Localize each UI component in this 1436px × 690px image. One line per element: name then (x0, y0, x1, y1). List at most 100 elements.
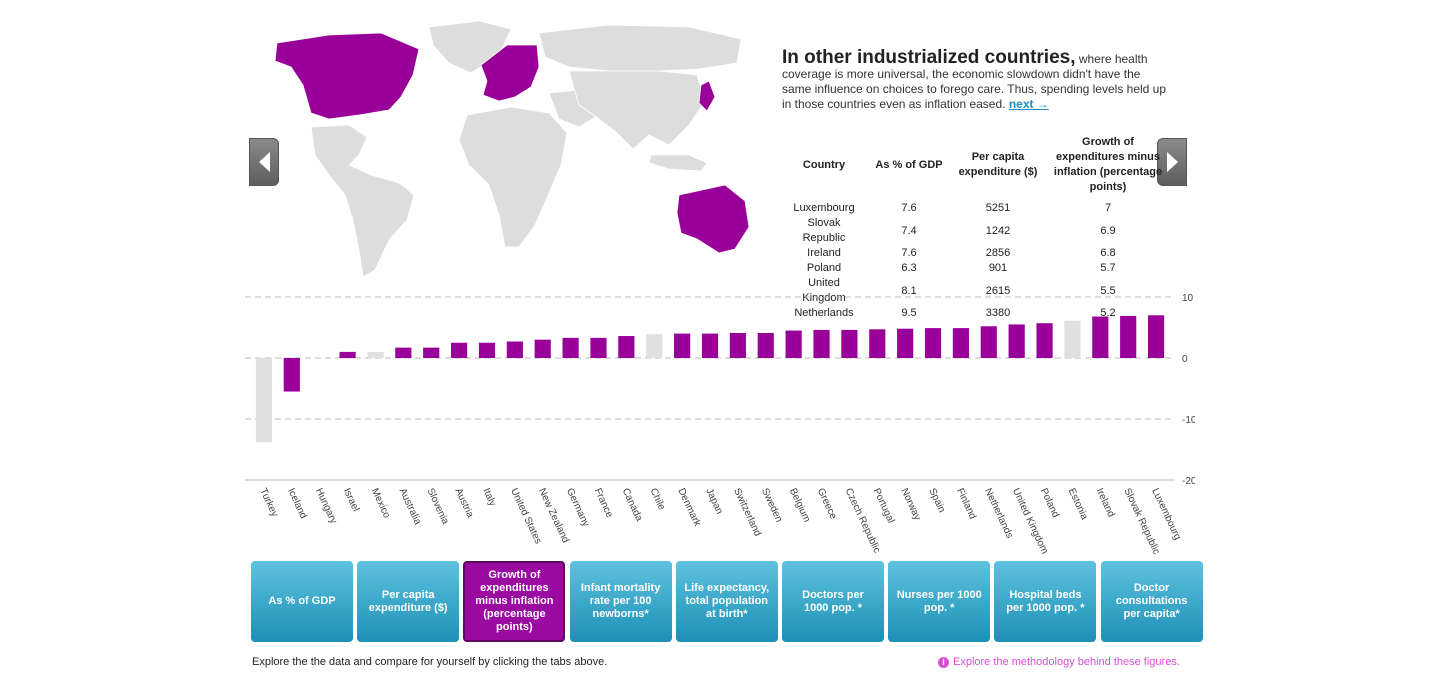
table-cell: 5251 (985, 202, 1011, 214)
bar[interactable] (785, 330, 802, 358)
table-cell: United Kingdom (802, 277, 846, 304)
map-indonesia (648, 154, 708, 172)
x-tick-label: Denmark (675, 487, 703, 529)
bar[interactable] (1120, 315, 1137, 358)
bar[interactable] (478, 342, 496, 358)
prev-arrow-button[interactable] (249, 138, 279, 186)
footer-hint: Explore the the data and compare for you… (252, 656, 608, 668)
bar[interactable] (562, 337, 579, 358)
world-map (274, 20, 750, 278)
bar[interactable] (924, 328, 942, 358)
x-tick-label: Greece (815, 487, 839, 522)
table-cell: 7 (1104, 202, 1112, 214)
bar[interactable] (701, 333, 719, 358)
bar[interactable] (813, 329, 830, 358)
table-row: Ireland 7.6 2856 6.8 (780, 246, 1170, 261)
x-tick-label: Iceland (285, 487, 309, 521)
intro-body: where health coverage is more universal,… (782, 52, 1167, 111)
table-row: Slovak Republic 7.4 1242 6.9 (780, 216, 1170, 246)
bar[interactable] (255, 358, 273, 443)
table-cell: 1242 (985, 224, 1011, 237)
bar-chart: 10 0 -10 -20 Turkey Iceland Hungary Israel Mexic… (245, 293, 1195, 556)
x-tick-label: Chile (648, 487, 668, 513)
bar[interactable] (1147, 315, 1165, 358)
bar[interactable] (451, 342, 468, 358)
bar[interactable] (1064, 320, 1081, 358)
table-cell: Netherlands (794, 307, 854, 319)
table-header: Growth of expenditures minus inflation (… (1053, 136, 1163, 193)
tab-4[interactable]: Infant mortality rate per 100 newborns* (569, 561, 672, 642)
bar[interactable] (367, 351, 384, 358)
next-link[interactable]: next → (1008, 97, 1049, 111)
bar[interactable] (841, 329, 858, 358)
map-australia (676, 184, 750, 254)
x-tick-label: Portugal (871, 487, 897, 525)
intro-text: In other industrialized countries, where… (782, 48, 1172, 112)
next-arrow-button[interactable] (1157, 138, 1187, 186)
map-latin-america (310, 124, 415, 278)
x-tick-label: Poland (1038, 487, 1061, 520)
tab-2[interactable]: Per capita expenditure ($) (357, 561, 460, 642)
methodology-link[interactable]: i Explore the methodology behind these fi… (938, 656, 1180, 668)
bar[interactable] (283, 358, 300, 392)
bar[interactable] (646, 334, 663, 358)
x-tick-label: Netherlands (982, 487, 1015, 541)
map-africa (458, 106, 568, 248)
table-header-row: Country As % of GDP Per capita expenditu… (780, 135, 1170, 201)
bar[interactable] (1092, 316, 1109, 358)
bar[interactable] (897, 328, 914, 358)
x-tick-label: Finland (954, 487, 978, 521)
bar[interactable] (1008, 324, 1025, 358)
bar[interactable] (339, 351, 356, 358)
table-row: Luxembourg 7.6 5251 7 (780, 201, 1170, 216)
table-cell: 3380 (985, 307, 1011, 319)
bar[interactable] (952, 328, 969, 358)
x-tick-label: Austria (452, 487, 475, 520)
table-cell: 6.9 (1100, 224, 1116, 237)
top-countries-table: Country As % of GDP Per capita expenditu… (780, 135, 1170, 321)
table-cell: 7.4 (901, 224, 917, 237)
bar[interactable] (395, 347, 412, 358)
table-cell: 5.2 (1100, 307, 1116, 319)
x-tick-label: Slovenia (424, 487, 450, 527)
map-north-america (274, 32, 420, 120)
bar[interactable] (423, 347, 440, 358)
bar[interactable] (729, 332, 746, 358)
x-tick-label: Ireland (1094, 487, 1117, 519)
tab-9[interactable]: Doctor consultations per capita* (1100, 561, 1203, 642)
bar[interactable] (534, 339, 551, 358)
tab-1[interactable]: As % of GDP (251, 561, 353, 642)
y-tick-label: -20 (1182, 476, 1195, 487)
tab-8[interactable]: Hospital beds per 1000 pop. * (994, 561, 1097, 642)
bar[interactable] (618, 336, 635, 358)
bar[interactable] (506, 341, 523, 358)
tab-7[interactable]: Nurses per 1000 pop. * (888, 561, 991, 642)
x-tick-label: Estonia (1066, 487, 1090, 522)
bar[interactable] (1036, 323, 1053, 358)
x-tick-label: Luxembourg (1149, 487, 1182, 542)
x-tick-label: Hungary (313, 487, 339, 526)
table-cell: 901 (988, 262, 1008, 274)
x-tick-label: Belgium (787, 487, 812, 524)
table-cell: 7.6 (901, 247, 917, 259)
table-cell: 5.5 (1100, 284, 1116, 297)
map-europe (480, 44, 540, 102)
table-cell: Slovak Republic (802, 217, 846, 244)
table-cell: Ireland (807, 247, 841, 259)
x-tick-label: Turkey (257, 487, 280, 519)
bar[interactable] (674, 333, 691, 358)
bar[interactable] (869, 329, 886, 358)
table-row: Netherlands 9.5 3380 5.2 (780, 306, 1170, 321)
bar[interactable] (980, 326, 997, 358)
x-tick-label: Australia (397, 487, 424, 527)
tab-5[interactable]: Life expectancy, total population at bir… (675, 561, 778, 642)
bar[interactable] (757, 332, 774, 358)
table-cell: 8.1 (901, 284, 917, 297)
tab-6[interactable]: Doctors per 1000 pop. * (782, 561, 884, 642)
table-cell: Luxembourg (793, 202, 855, 214)
table-cell: 5.7 (1100, 262, 1116, 274)
table-header: Country (802, 158, 846, 171)
tab-3[interactable]: Growth of expenditures minus inflation (… (463, 561, 566, 642)
table-cell: 2615 (985, 284, 1011, 297)
bar[interactable] (590, 337, 607, 358)
